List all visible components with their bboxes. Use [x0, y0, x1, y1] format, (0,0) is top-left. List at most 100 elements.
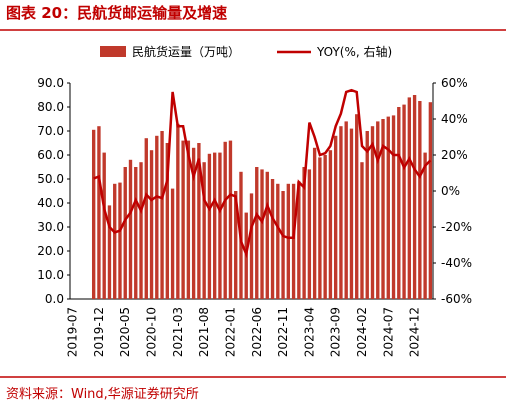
bar: [318, 157, 322, 299]
y-tick-label: 60.0: [37, 148, 64, 162]
x-tick-label: 2024-12: [408, 307, 422, 357]
x-tick-label: 2021-08: [197, 307, 211, 357]
bar: [355, 114, 359, 299]
x-tick-label: 2023-09: [329, 307, 343, 357]
bar: [412, 95, 417, 299]
bar: [270, 179, 275, 299]
bar: [155, 135, 159, 299]
bar: [218, 152, 222, 299]
y-tick-label: 20.0: [37, 244, 64, 258]
bar: [291, 183, 296, 299]
bar: [212, 152, 217, 299]
x-tick-label: 2021-03: [171, 307, 185, 357]
bar: [249, 193, 254, 299]
source: 资料来源：Wind,华源证券研究所: [6, 386, 199, 402]
y2-tick-label: 40%: [441, 112, 468, 126]
y2-tick-label: -40%: [441, 256, 472, 270]
bar: [391, 115, 396, 300]
bar: [139, 162, 143, 299]
x-tick-label: 2022-01: [223, 307, 237, 357]
bar: [223, 141, 227, 299]
x-tick-label: 2022-11: [276, 307, 290, 357]
x-tick-label: 2020-10: [145, 307, 159, 357]
y-tick-label: 70.0: [37, 124, 64, 138]
page-title: 图表 20：民航货邮运输量及增速: [6, 4, 227, 22]
bar: [144, 138, 148, 299]
bar: [107, 205, 112, 299]
bar: [176, 123, 180, 299]
yoy-line: [93, 88, 432, 259]
bar: [276, 183, 280, 299]
bar: [397, 107, 401, 299]
bar: [428, 102, 433, 299]
bar: [381, 119, 385, 299]
bar: [365, 131, 369, 299]
bar: [360, 162, 364, 299]
bar: [91, 129, 96, 299]
x-tick-label: 2019-07: [66, 307, 80, 357]
y2-tick-label: 60%: [441, 76, 468, 90]
bar: [207, 153, 212, 299]
bar: [307, 169, 312, 299]
bar: [344, 121, 348, 300]
bar: [302, 167, 306, 299]
bar: [370, 126, 375, 299]
bar: [186, 140, 191, 299]
bar: [323, 155, 327, 299]
y2-tick-label: -20%: [441, 220, 472, 234]
y2-tick-label: -60%: [441, 292, 472, 306]
bar: [160, 131, 164, 299]
y-tick-label: 90.0: [37, 76, 64, 90]
bar: [376, 121, 380, 300]
y-tick-label: 0.0: [45, 292, 64, 306]
bar: [281, 191, 285, 299]
y-tick-label: 40.0: [37, 196, 64, 210]
bar: [297, 181, 301, 299]
bar: [333, 135, 338, 299]
x-tick-label: 2024-02: [355, 307, 369, 357]
bar: [170, 188, 175, 299]
bar: [123, 167, 127, 299]
bar: [386, 116, 390, 299]
x-tick-label: 2022-06: [250, 307, 264, 357]
bar: [149, 150, 154, 299]
y2-tick-label: 0%: [441, 184, 460, 198]
y-tick-label: 50.0: [37, 172, 64, 186]
bar: [339, 126, 343, 299]
bar: [407, 97, 412, 300]
bar: [328, 150, 333, 299]
y-tick-label: 30.0: [37, 220, 64, 234]
bar: [191, 147, 196, 299]
bar: [165, 143, 170, 299]
legend-swatch: [100, 46, 126, 57]
y-tick-label: 10.0: [37, 268, 64, 282]
bar: [197, 143, 201, 299]
x-tick-label: 2019-12: [92, 307, 106, 357]
bar: [97, 126, 101, 299]
x-tick-label: 2020-05: [118, 307, 132, 357]
bar: [286, 183, 291, 299]
bar: [418, 101, 422, 299]
legend-label: 民航货运量（万吨）: [132, 44, 240, 59]
bar: [402, 104, 406, 299]
bar: [181, 140, 185, 299]
bar: [312, 147, 317, 299]
bar: [102, 152, 106, 299]
bar: [255, 167, 259, 299]
bar: [260, 169, 264, 299]
bar: [128, 159, 133, 299]
bar: [349, 128, 354, 299]
bar: [423, 152, 427, 299]
y2-tick-label: 20%: [441, 148, 468, 162]
legend-label: YOY(%, 右轴): [316, 44, 392, 59]
bar: [265, 171, 269, 299]
y-tick-label: 80.0: [37, 100, 64, 114]
bar: [202, 162, 206, 299]
bar: [118, 182, 122, 299]
bar: [234, 191, 238, 299]
x-tick-label: 2023-04: [302, 307, 316, 357]
x-tick-label: 2024-07: [381, 307, 395, 357]
bar: [228, 140, 233, 299]
bar: [113, 183, 117, 299]
